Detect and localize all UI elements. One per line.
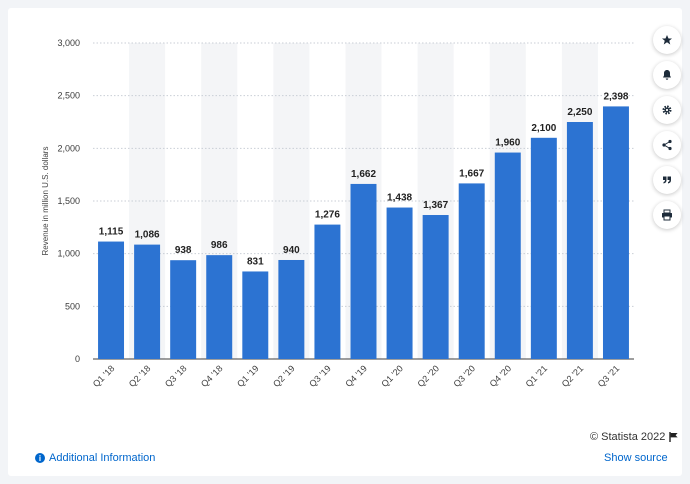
bar-value-label: 1,438 xyxy=(387,193,412,204)
x-tick-label: Q2 '18 xyxy=(127,363,153,389)
y-tick-label: 3,000 xyxy=(57,38,80,48)
x-tick-label: Q3 '21 xyxy=(596,363,622,389)
show-source-label: Show source xyxy=(604,452,668,464)
x-tick-label: Q2 '19 xyxy=(271,363,297,389)
y-tick-label: 2,500 xyxy=(57,91,80,101)
favorite-button[interactable] xyxy=(653,26,681,54)
bar xyxy=(350,183,377,359)
bar xyxy=(98,241,125,359)
bar-value-label: 2,398 xyxy=(603,91,628,102)
bar-value-label: 1,960 xyxy=(495,138,520,149)
bar xyxy=(242,271,269,359)
y-tick-label: 2,000 xyxy=(57,143,80,153)
bar-value-label: 1,276 xyxy=(315,210,340,221)
gear-icon xyxy=(662,105,672,115)
quote-icon xyxy=(663,176,671,184)
x-tick-label: Q3 '18 xyxy=(163,363,189,389)
share-button[interactable] xyxy=(653,131,681,159)
bar-value-label: 2,250 xyxy=(567,107,592,118)
bar xyxy=(602,106,629,359)
cite-button[interactable] xyxy=(653,166,681,194)
info-icon: i xyxy=(35,453,45,463)
bar-value-label: 1,667 xyxy=(459,168,484,179)
bar-value-label: 1,662 xyxy=(351,169,376,180)
chart-card: 0 500 1,000 1,500 2,000 2,500 3,000 1,115 Q1 '18… xyxy=(8,8,682,476)
bar-value-label: 1,086 xyxy=(135,230,160,241)
bar-value-label: 1,367 xyxy=(423,200,448,211)
bar xyxy=(278,259,305,359)
y-tick-label: 0 xyxy=(75,354,80,364)
bar xyxy=(494,152,521,359)
x-tick-label: Q2 '20 xyxy=(415,363,441,389)
copyright-text: © Statista 2022 xyxy=(590,431,666,443)
notification-button[interactable] xyxy=(653,61,681,89)
flag-icon xyxy=(669,432,678,442)
star-icon xyxy=(662,35,672,45)
x-tick-label: Q1 '18 xyxy=(91,363,117,389)
print-icon xyxy=(662,209,672,221)
x-tick-label: Q1 '21 xyxy=(524,363,550,389)
y-tick-label: 500 xyxy=(65,301,80,311)
bar-value-label: 1,115 xyxy=(99,227,124,238)
bar xyxy=(530,137,557,359)
bar-value-label: 940 xyxy=(283,245,300,256)
copyright: © Statista 2022 xyxy=(590,431,679,443)
share-icon xyxy=(662,139,672,151)
bar xyxy=(458,183,485,359)
additional-information-label: Additional Information xyxy=(49,452,156,464)
y-tick-label: 1,500 xyxy=(57,196,80,206)
bar xyxy=(314,224,341,359)
bar xyxy=(386,207,413,359)
x-tick-label: Q1 '20 xyxy=(379,363,405,389)
bar xyxy=(134,244,161,359)
x-tick-label: Q2 '21 xyxy=(560,363,586,389)
x-tick-label: Q4 '20 xyxy=(488,363,514,389)
x-tick-label: Q3 '19 xyxy=(307,363,333,389)
show-source-link[interactable]: Show source xyxy=(604,452,668,464)
bar xyxy=(170,260,197,359)
x-tick-label: Q1 '19 xyxy=(235,363,261,389)
chart-toolbar xyxy=(653,26,683,236)
bar xyxy=(566,122,593,359)
x-tick-label: Q3 '20 xyxy=(451,363,477,389)
x-tick-label: Q4 '18 xyxy=(199,363,225,389)
print-button[interactable] xyxy=(653,201,681,229)
y-axis-title: Revenue in million U.S. dollars xyxy=(41,147,50,256)
y-tick-label: 1,000 xyxy=(57,249,80,259)
bell-icon xyxy=(663,70,671,80)
bar xyxy=(422,215,449,359)
settings-button[interactable] xyxy=(653,96,681,124)
bar xyxy=(206,255,233,359)
bar-value-label: 831 xyxy=(247,256,264,267)
additional-information-link[interactable]: i Additional Information xyxy=(35,452,155,464)
x-tick-label: Q4 '19 xyxy=(343,363,369,389)
bar-chart: 0 500 1,000 1,500 2,000 2,500 3,000 1,115 Q1 '18… xyxy=(41,38,634,389)
bar-value-label: 986 xyxy=(211,240,228,251)
bar-value-label: 938 xyxy=(175,245,192,256)
bar-value-label: 2,100 xyxy=(531,123,556,134)
